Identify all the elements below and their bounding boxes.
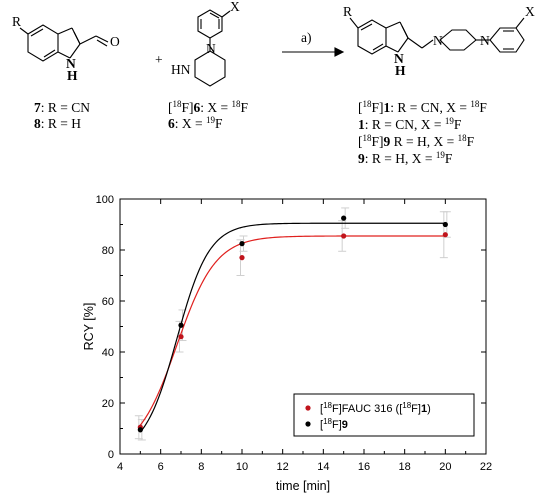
- fit-curve-series-2: [139, 222, 446, 433]
- data-point-series-2: [442, 221, 448, 228]
- r-label-reactant: R: [12, 14, 21, 29]
- data-point-series-1: [178, 334, 184, 340]
- legend-marker: [305, 421, 311, 427]
- data-point-series-2: [239, 241, 245, 247]
- piperazine-entry: 6: X = 19F: [168, 115, 223, 131]
- fit-curve-series-1: [139, 235, 446, 426]
- reaction-arrow: [282, 47, 345, 57]
- data-point-series-2: [137, 427, 143, 433]
- x-tick-label: 4: [117, 461, 123, 473]
- y-tick-label: 60: [102, 296, 114, 308]
- x-tick-label: 10: [236, 461, 248, 473]
- hn-label-piperazine: HN: [171, 62, 191, 77]
- x-tick-label: 12: [277, 461, 289, 473]
- y-tick-label: 100: [96, 194, 114, 206]
- x-tick-label: 18: [399, 461, 411, 473]
- data-point-series-2: [341, 215, 347, 221]
- product-entry: 1: R = CN, X = 19F: [358, 116, 462, 132]
- data-point-series-1: [239, 255, 245, 261]
- product-entry: [18F]1: R = CN, X = 18F: [358, 99, 487, 115]
- x-tick-label: 16: [358, 461, 370, 473]
- data-point-series-1: [442, 232, 448, 238]
- product-entry: 9: R = H, X = 19F: [358, 150, 453, 166]
- data-point-series-1: [341, 233, 347, 239]
- reaction-scheme: R N H O + X HN N a) R N H X N N 7: R = C…: [12, 0, 535, 166]
- data-point-series-2: [178, 322, 184, 328]
- h-label-reactant: H: [67, 68, 78, 83]
- legend: [293, 393, 475, 437]
- nh-label-product: N: [394, 51, 404, 66]
- reactant-entry: 7: R = CN: [34, 100, 90, 115]
- aldehyde-o-label: O: [110, 34, 120, 49]
- legend-marker: [305, 405, 311, 411]
- plus-sign: +: [155, 52, 163, 67]
- n-label-product-a: N: [433, 33, 443, 48]
- indole-aldehyde-structure: [19, 24, 109, 62]
- x-label-piperazine: X: [230, 0, 240, 14]
- piperazine-structure: [194, 9, 231, 87]
- y-axis-label: RCY [%]: [82, 303, 96, 351]
- product-structure: [349, 17, 525, 55]
- y-tick-label: 0: [108, 449, 114, 461]
- x-label-product: X: [525, 4, 535, 19]
- h-label-product: H: [395, 63, 406, 78]
- x-tick-label: 14: [317, 461, 329, 473]
- x-tick-label: 20: [439, 461, 451, 473]
- y-tick-label: 80: [102, 245, 114, 257]
- piperazine-entry: [18F]6: X = 18F: [168, 99, 249, 115]
- product-entry: [18F]9 R = H, X = 18F: [358, 133, 475, 149]
- x-tick-label: 8: [198, 461, 204, 473]
- nh-label-reactant: N: [66, 56, 76, 71]
- x-tick-label: 22: [480, 461, 492, 473]
- legend-label: [18F]FAUC 316 ([18F]1): [320, 401, 431, 415]
- y-tick-label: 40: [102, 347, 114, 359]
- n-label-piperazine: N: [206, 41, 216, 56]
- y-tick-label: 20: [102, 398, 114, 410]
- x-axis-label: time [min]: [276, 479, 330, 493]
- x-tick-label: 6: [158, 461, 164, 473]
- r-label-product: R: [343, 4, 352, 19]
- n-label-product-b: N: [480, 33, 490, 48]
- legend-label: [18F]9: [320, 417, 348, 431]
- reactant-entry: 8: R = H: [34, 116, 81, 131]
- reagent-label: a): [301, 30, 312, 45]
